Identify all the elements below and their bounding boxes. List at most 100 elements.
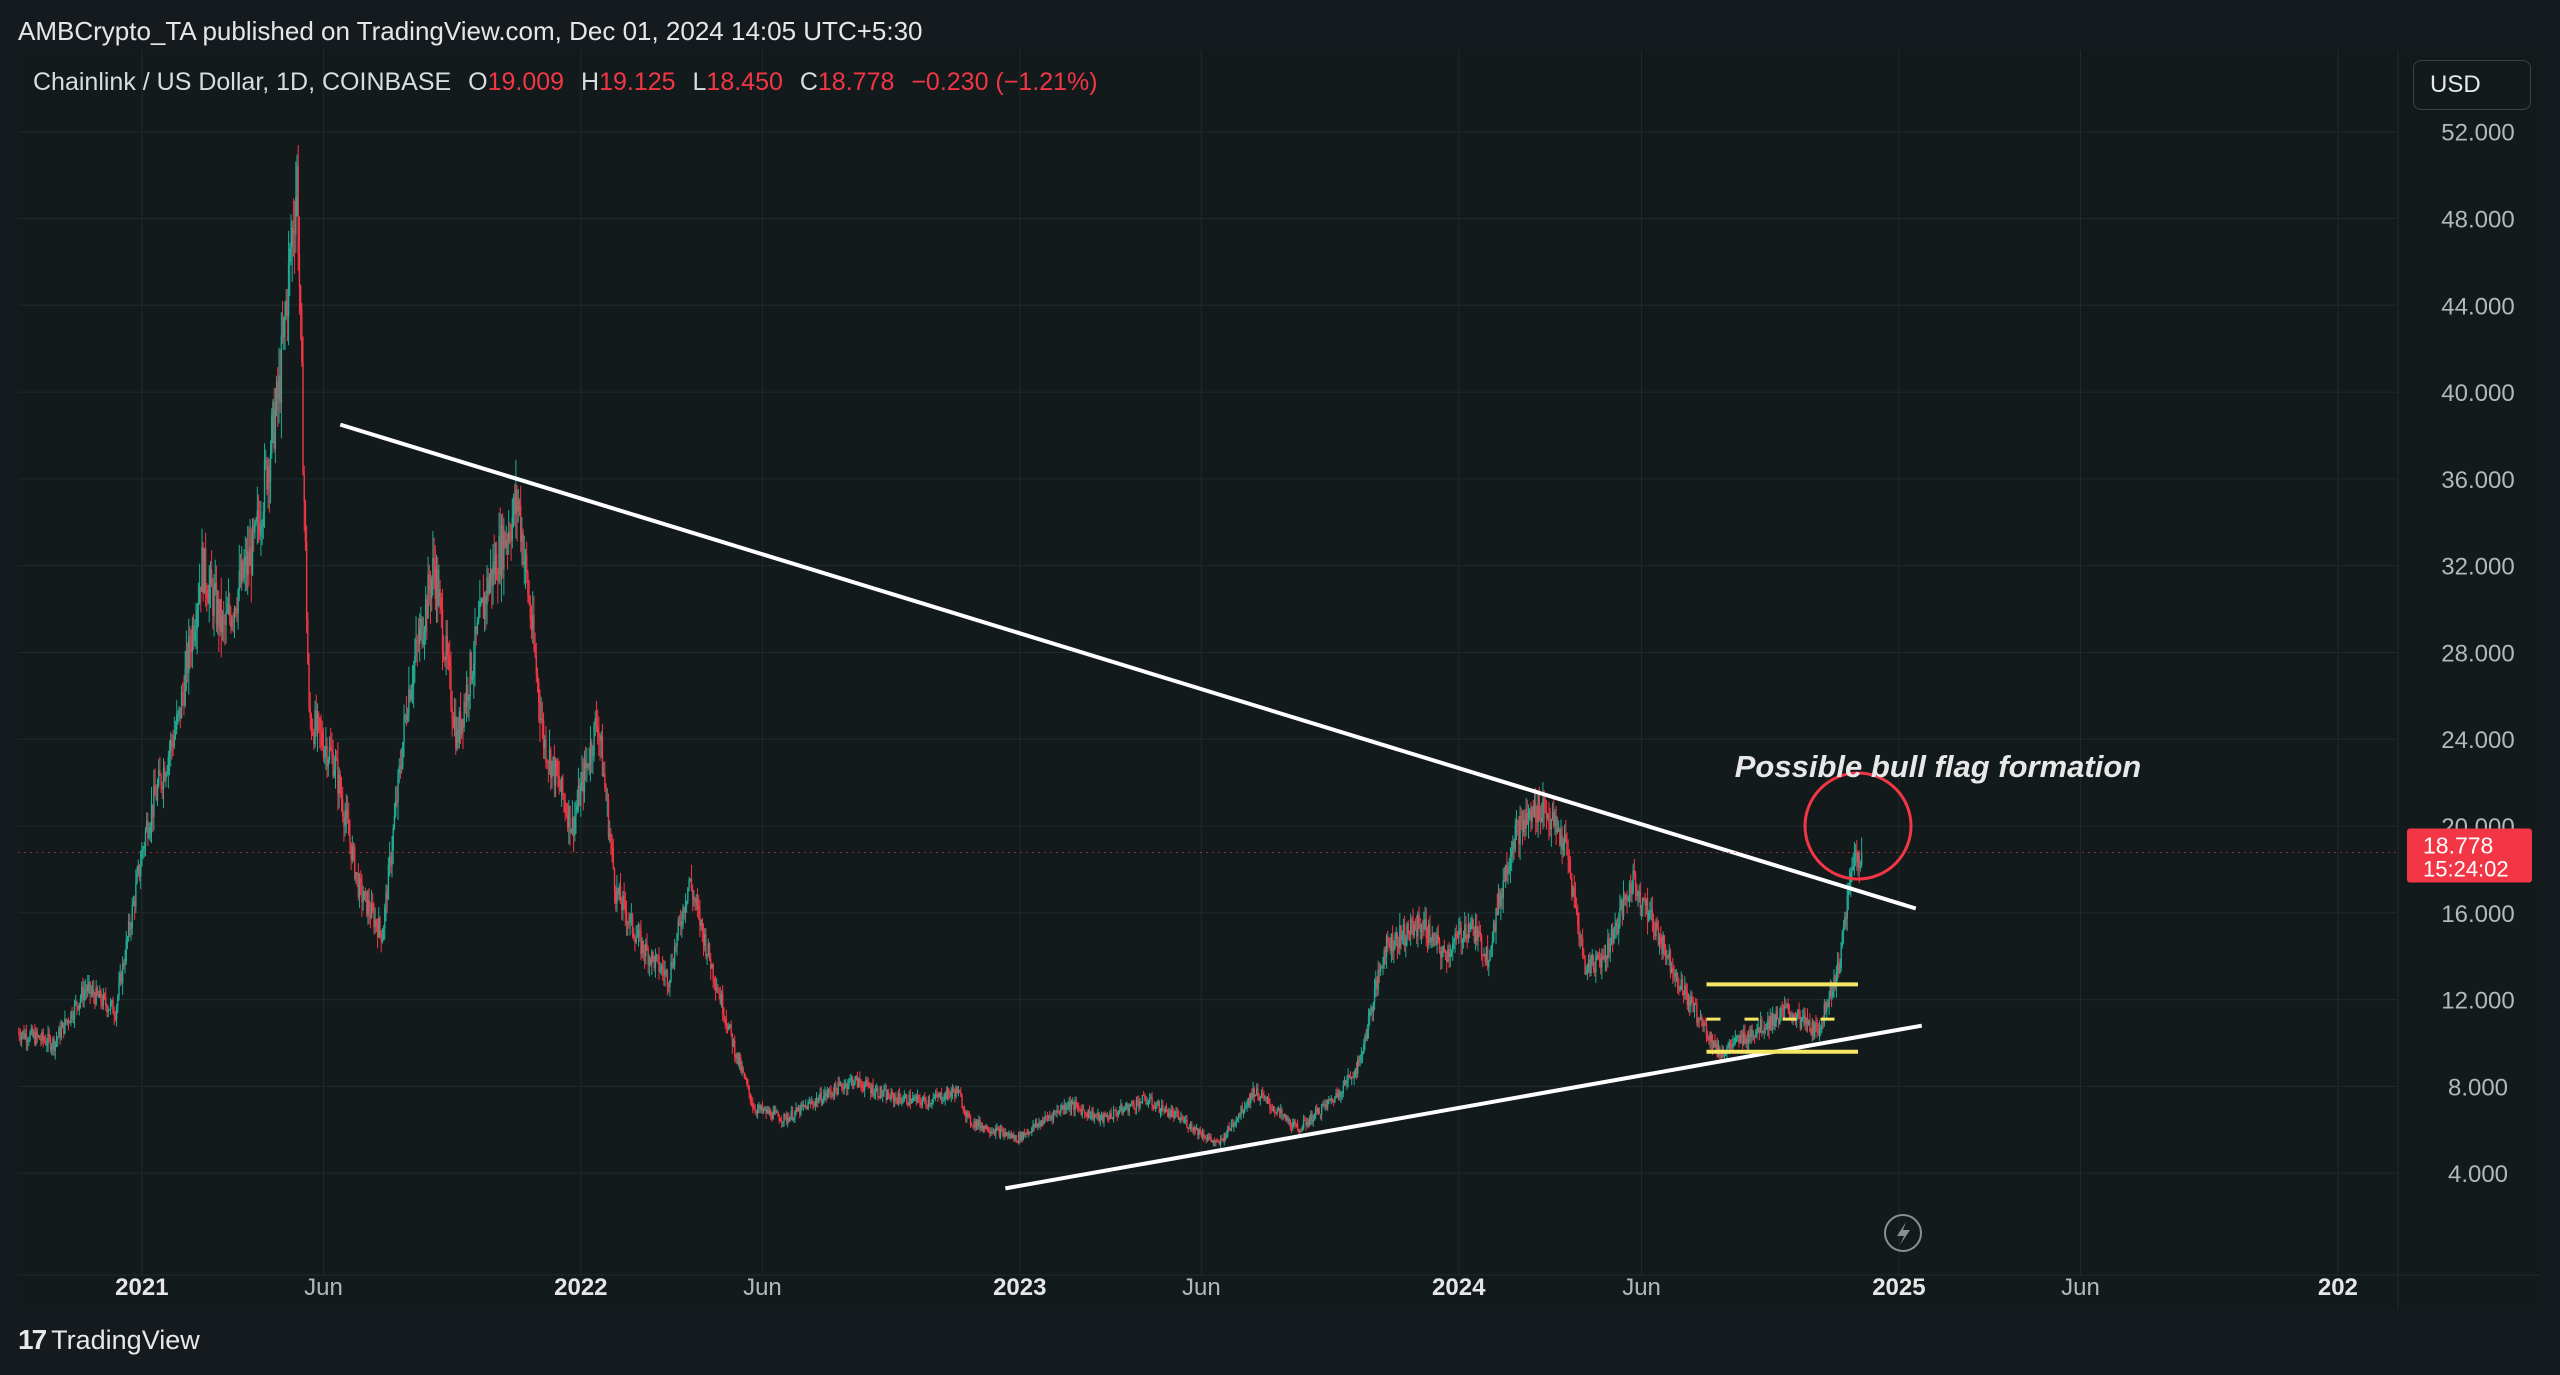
candle-body: [732, 1040, 735, 1047]
candle-body: [989, 1131, 991, 1134]
candle-body: [700, 919, 702, 926]
candle-body: [298, 253, 301, 286]
candle-body: [1776, 1010, 1779, 1020]
candle-body: [34, 1032, 36, 1044]
candle-body: [1394, 937, 1396, 949]
candle-body: [906, 1095, 908, 1104]
candle-body: [1073, 1102, 1075, 1111]
candle-body: [1842, 926, 1845, 932]
candle-body: [1620, 900, 1622, 909]
candle-body: [145, 821, 148, 831]
candle-body: [1828, 996, 1830, 1007]
candle-body: [1461, 941, 1464, 943]
candle-body: [1589, 958, 1591, 973]
candle-body: [515, 489, 517, 514]
candle-body: [972, 1125, 974, 1127]
candle-body: [1307, 1121, 1310, 1125]
candle-body: [1543, 798, 1545, 813]
candle-body: [956, 1087, 958, 1094]
candle-body: [605, 787, 607, 801]
candle-body: [1106, 1116, 1109, 1119]
candle-body: [28, 1040, 30, 1042]
candle-body: [1841, 931, 1844, 943]
candle-body: [1407, 924, 1409, 934]
candle-body: [1164, 1106, 1167, 1113]
candle-body: [1725, 1053, 1727, 1055]
candle-body: [588, 765, 590, 768]
candle-body: [437, 569, 439, 606]
candle-body: [1304, 1119, 1306, 1121]
candle-body: [1450, 952, 1453, 954]
candle-body: [1715, 1043, 1717, 1047]
candle-body: [1530, 810, 1532, 822]
price-chart[interactable]: 4.0008.00012.00016.00020.00024.00028.000…: [18, 50, 2540, 1310]
candle-body: [712, 964, 714, 980]
candle-body: [30, 1028, 32, 1034]
candle-body: [194, 632, 196, 641]
candle-body: [1670, 967, 1673, 973]
candle-body: [1406, 924, 1408, 941]
candle-body: [874, 1089, 877, 1095]
candle-body: [132, 901, 135, 906]
candle-body: [1565, 834, 1567, 842]
candle-body: [1167, 1109, 1169, 1117]
candle-body: [54, 1041, 56, 1051]
candle-body: [403, 717, 405, 742]
candle-body: [558, 776, 560, 787]
candle-body: [1177, 1112, 1180, 1120]
candle-body: [1391, 933, 1394, 952]
candle-body: [1262, 1093, 1264, 1096]
candle-body: [221, 615, 224, 633]
symbol-name[interactable]: Chainlink / US Dollar, 1D, COINBASE: [33, 68, 452, 96]
y-tick-label: 24.000: [2441, 727, 2514, 754]
candle-body: [1008, 1135, 1010, 1137]
candle-body: [1215, 1140, 1217, 1142]
candle-body: [1235, 1119, 1237, 1124]
candle-body: [1541, 818, 1543, 822]
candle-body: [1070, 1104, 1073, 1110]
candle-body: [240, 560, 243, 584]
candle-body: [1711, 1042, 1714, 1048]
candle-body: [924, 1097, 926, 1101]
candle-body: [1504, 864, 1507, 882]
candle-body: [48, 1033, 50, 1038]
currency-button[interactable]: USD: [2413, 60, 2531, 110]
candle-body: [322, 745, 325, 758]
candle-body: [888, 1092, 890, 1099]
candle-body: [225, 612, 227, 625]
candle-body: [174, 729, 177, 736]
tradingview-logo[interactable]: 17 TradingView: [18, 1324, 200, 1356]
candle-body: [1046, 1116, 1049, 1119]
candle-body: [788, 1118, 790, 1122]
candle-body: [206, 589, 208, 599]
candle-body: [538, 681, 540, 703]
candle-body: [1785, 1006, 1787, 1008]
candle-body: [1442, 945, 1444, 952]
candle-body: [1477, 930, 1479, 941]
candle-body: [1264, 1096, 1266, 1098]
candle-body: [1094, 1115, 1097, 1117]
candle-body: [1720, 1055, 1722, 1058]
candle-body: [841, 1083, 843, 1088]
candle-body: [400, 766, 403, 769]
candle-body: [1737, 1035, 1739, 1038]
candle-body: [1684, 985, 1686, 996]
candle-body: [1293, 1121, 1295, 1123]
candle-body: [576, 805, 578, 811]
chart-panel[interactable]: 4.000 8.000 12.000 16.000 20.000 24.000 28.000…: [18, 50, 2540, 1310]
candle-body: [1086, 1113, 1088, 1118]
candle-body: [1466, 935, 1468, 939]
candle-body: [918, 1095, 920, 1098]
candle-body: [1506, 864, 1508, 875]
candle-body: [1658, 937, 1661, 945]
candle-body: [142, 848, 144, 852]
candle-body: [1001, 1128, 1003, 1130]
candle-body: [368, 900, 370, 914]
candle-body: [1019, 1134, 1021, 1141]
candle-body: [1074, 1101, 1076, 1111]
candle-body: [1217, 1141, 1219, 1143]
candle-body: [1624, 894, 1626, 900]
candle-body: [1280, 1109, 1282, 1113]
candle-body: [758, 1105, 760, 1109]
candle-body: [1375, 979, 1377, 989]
